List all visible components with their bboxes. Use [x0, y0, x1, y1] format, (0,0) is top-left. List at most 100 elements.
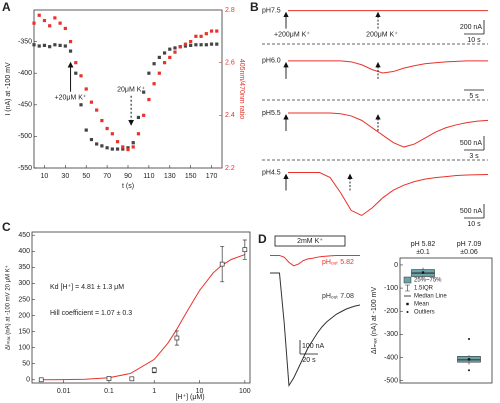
panel-letter: B [250, 0, 259, 14]
trace [288, 112, 489, 148]
data-point [126, 146, 130, 150]
data-point [178, 45, 182, 49]
legend-symbol [406, 311, 409, 313]
data-point [209, 29, 214, 33]
data-point [105, 146, 109, 150]
mean-marker [421, 271, 425, 274]
data-point [162, 61, 167, 65]
trace-label: pH5.5 [262, 110, 281, 117]
data-point [131, 141, 135, 145]
y-tick-label: -400 [18, 70, 32, 77]
data-point [199, 34, 203, 38]
x-tick-label: 100 [239, 388, 251, 395]
data-point [115, 147, 120, 151]
category-label: pH 7.09 [457, 241, 482, 248]
stimulus-bar [274, 235, 346, 247]
scale-label: 200 nA [460, 24, 483, 31]
scale-label: 500 nA [460, 140, 483, 147]
data-point [42, 18, 47, 23]
y-tick-label: 100 [18, 345, 30, 352]
y-tick-label: 250 [18, 296, 30, 303]
panel-letter: A [2, 0, 11, 14]
data-point [63, 44, 67, 48]
scale-label: 20 s [302, 357, 316, 364]
y-tick-label: 350 [18, 264, 30, 271]
legend-label: Mean [414, 302, 429, 308]
trace [288, 60, 488, 74]
data-point [194, 34, 198, 38]
x-axis-label: [H⁺] (μM) [175, 394, 204, 401]
data-point [129, 376, 135, 382]
x-axis-label: t (s) [122, 183, 134, 190]
y-tick-label: -200 [384, 308, 398, 315]
panel-letter: C [2, 220, 11, 234]
trace [288, 172, 489, 217]
y2-axis-label: 405nm/470nm ratio [238, 59, 245, 119]
mean-marker [467, 358, 471, 361]
x-tick-label: 0.01 [57, 388, 71, 395]
data-point [105, 126, 109, 131]
y-tick-label: -100 [384, 285, 398, 292]
data-point [37, 44, 41, 48]
data-point [48, 24, 52, 28]
data-point [151, 367, 157, 373]
data-point [173, 50, 177, 54]
data-point [215, 29, 219, 33]
data-point [152, 82, 156, 86]
category-note: ±0.1 [416, 249, 430, 256]
data-point [74, 61, 78, 65]
data-point [79, 103, 83, 107]
legend-symbol [405, 284, 410, 292]
y2-tick-label: 2.8 [225, 7, 235, 14]
legend-symbol [406, 302, 409, 306]
data-point [204, 32, 208, 36]
y-tick-label: -550 [18, 165, 32, 172]
legend-label: Outliers [414, 310, 435, 316]
legend-label: Median Line [414, 294, 447, 300]
y-tick-label: 300 [18, 280, 30, 287]
x-tick-label: 50 [82, 173, 90, 180]
data-point [68, 49, 73, 53]
y-tick-label: -500 [384, 378, 398, 385]
x-tick-label: 10 [196, 388, 204, 395]
y-tick-label: 200 [18, 312, 30, 319]
data-point [194, 43, 198, 47]
scale-label: 3 s [469, 153, 479, 160]
legend-symbol [403, 276, 412, 284]
data-point [53, 43, 57, 47]
y-tick-label: 400 [18, 248, 30, 255]
y-tick-label: 50 [22, 361, 30, 368]
x-tick-label: 30 [61, 173, 69, 180]
y2-tick-label: 2.4 [225, 112, 235, 119]
y-tick-label: -450 [18, 102, 32, 109]
trace [270, 272, 361, 388]
annotation: Kd [H⁺] = 4.81 ± 1.3 μM [50, 284, 124, 291]
category-label: pH 5.82 [411, 241, 436, 248]
plot-frame [31, 231, 251, 384]
data-point [157, 55, 161, 59]
data-point [58, 21, 62, 25]
plot-frame [399, 257, 493, 384]
x-tick-label: 130 [164, 173, 176, 180]
y-tick-label: -400 [384, 354, 398, 361]
data-point [215, 42, 219, 46]
trace-label: pH7.5 [262, 8, 281, 15]
data-point [209, 42, 214, 46]
legend-label: 1.5IQR [414, 286, 434, 292]
y-tick-label: 0 [394, 262, 398, 269]
y-tick-label: 450 [18, 232, 30, 239]
outlier [468, 338, 470, 341]
scale-label: 10 s [467, 221, 481, 228]
data-point [121, 147, 125, 151]
y-axis-label: ΔIₘₐₓ (nA) at -100 mV [371, 287, 378, 355]
data-point [89, 100, 94, 104]
data-point [48, 45, 52, 49]
data-point [68, 40, 73, 44]
data-point [147, 97, 151, 102]
annotation: 200μM K⁺ [366, 32, 398, 39]
data-point [242, 247, 248, 253]
data-point [74, 71, 78, 75]
annotation: +20μM K⁺ [55, 95, 87, 102]
